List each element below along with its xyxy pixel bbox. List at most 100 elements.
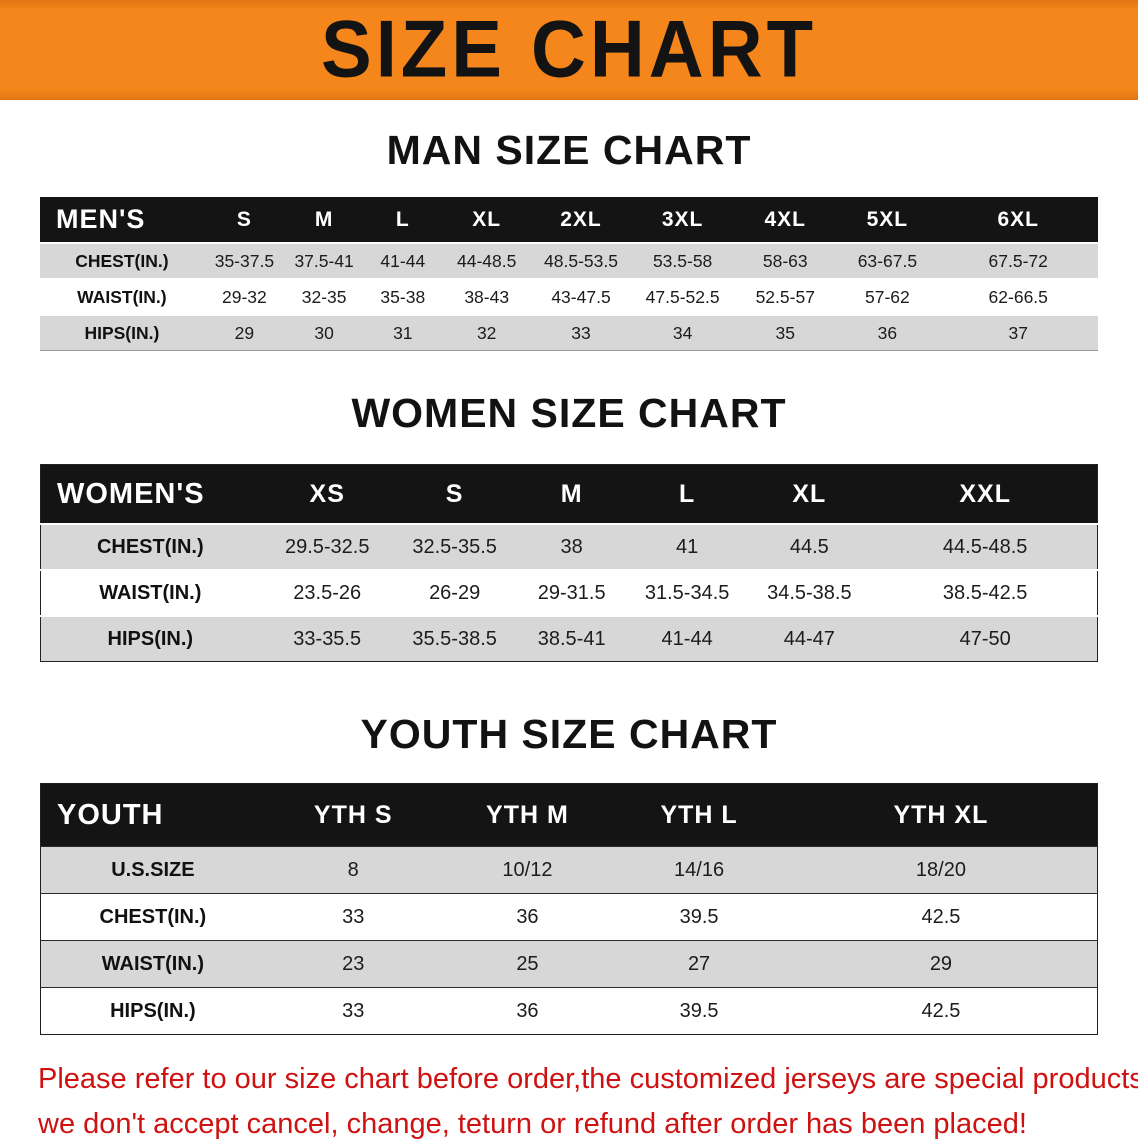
table-row: CHEST(IN.) 33 36 39.5 42.5 — [40, 893, 1098, 941]
table-row: WAIST(IN.) 23.5-26 26-29 29-31.5 31.5-34.5 34… — [40, 569, 1098, 616]
size-value-cell: 44.5-48.5 — [873, 523, 1098, 570]
size-column-header: 4XL — [734, 197, 837, 243]
size-value-cell: 36 — [836, 314, 939, 351]
size-column-header: S — [394, 464, 515, 524]
size-value-cell: 53.5-58 — [631, 242, 735, 279]
size-column-header: YTH L — [613, 783, 785, 847]
size-value-cell: 35-37.5 — [203, 242, 286, 279]
size-value-cell: 33 — [342, 905, 365, 928]
size-value-cell: 42.5 — [921, 999, 961, 1022]
size-column-header: 3XL — [631, 197, 735, 243]
size-value-cell: 29-31.5 — [514, 569, 629, 616]
size-value-cell: 32-35 — [285, 278, 364, 315]
table-row: WAIST(IN.) 29-32 32-35 35-38 38-43 43-47.5 47.… — [40, 278, 1098, 315]
size-value-cell: 23 — [342, 952, 365, 975]
size-table: WOMEN'S XS S M L XL XXL CHEST(IN.) 29.5-32.5 32.5… — [40, 464, 1098, 662]
disclaimer-line-2: we don't accept cancel, change, teturn o… — [38, 1107, 1027, 1140]
size-value-cell: 30 — [285, 314, 364, 351]
size-table: YOUTH YTH S YTH M YTH L YTH XL U.S.SIZE 8 10/12… — [40, 783, 1098, 1035]
table-header-row: WOMEN'S XS S M L XL XXL — [40, 464, 1098, 524]
table-row: HIPS(IN.) 33-35.5 35.5-38.5 38.5-41 41-44 44-… — [40, 615, 1098, 662]
row-label: CHEST(IN.) — [40, 242, 204, 279]
size-column-header: 6XL — [938, 197, 1098, 243]
size-value-cell: 14/16 — [674, 858, 725, 881]
size-value-cell: 31 — [363, 314, 443, 351]
size-value-cell: 34.5-38.5 — [745, 569, 874, 616]
size-value-cell: 36 — [516, 999, 539, 1022]
size-column-header: XL — [745, 464, 874, 524]
size-column-header: XS — [259, 464, 395, 524]
size-column-header: YTH M — [441, 783, 614, 847]
size-column-header: L — [363, 197, 443, 243]
row-label: HIPS(IN.) — [110, 999, 196, 1022]
size-value-cell: 37 — [938, 314, 1098, 351]
size-value-cell: 62-66.5 — [938, 278, 1098, 315]
size-column-header: 2XL — [530, 197, 632, 243]
table-row: HIPS(IN.) 29 30 31 32 33 34 35 36 37 — [40, 314, 1098, 351]
table-corner-label: WOMEN'S — [40, 464, 260, 524]
size-value-cell: 38 — [514, 523, 629, 570]
size-value-cell: 34 — [631, 314, 735, 351]
size-value-cell: 41 — [628, 523, 746, 570]
banner-title: SIZE CHART — [321, 4, 817, 95]
table-corner-label: MEN'S — [40, 197, 204, 243]
size-column-header: YTH S — [264, 783, 442, 847]
size-value-cell: 38.5-42.5 — [873, 569, 1098, 616]
table-header-row: MEN'S S M L XL 2XL 3XL 4XL 5XL 6XL — [40, 197, 1098, 243]
size-value-cell: 26-29 — [394, 569, 515, 616]
size-value-cell: 27 — [687, 952, 711, 975]
section-heading-women: WOMEN SIZE CHART — [351, 390, 787, 436]
size-value-cell: 52.5-57 — [734, 278, 837, 315]
size-value-cell: 43-47.5 — [530, 278, 632, 315]
size-value-cell: 47-50 — [873, 615, 1098, 662]
size-value-cell: 10/12 — [502, 858, 553, 881]
women-size-table: WOMEN'S XS S M L XL XXL CHEST(IN.) 29.5-32.5 32.5… — [40, 464, 1098, 662]
section-heading-youth: YOUTH SIZE CHART — [360, 711, 778, 757]
size-value-cell: 31.5-34.5 — [628, 569, 746, 616]
row-label: HIPS(IN.) — [40, 615, 260, 662]
size-value-cell: 44.5 — [745, 523, 874, 570]
size-value-cell: 23.5-26 — [259, 569, 395, 616]
size-value-cell: 44-47 — [745, 615, 874, 662]
size-value-cell: 35 — [734, 314, 837, 351]
row-label: WAIST(IN.) — [40, 569, 260, 616]
row-label: U.S.SIZE — [111, 858, 195, 881]
row-label: CHEST(IN.) — [40, 523, 260, 570]
size-value-cell: 25 — [516, 952, 539, 975]
table-header-row: YOUTH YTH S YTH M YTH L YTH XL — [40, 783, 1098, 847]
size-column-header: XXL — [873, 464, 1098, 524]
table-row: U.S.SIZE 8 10/12 14/16 18/20 — [40, 846, 1098, 894]
size-value-cell: 35-38 — [363, 278, 443, 315]
row-label: WAIST(IN.) — [40, 278, 204, 315]
size-value-cell: 29.5-32.5 — [259, 523, 395, 570]
size-column-header: XL — [442, 197, 531, 243]
size-column-header: 5XL — [836, 197, 939, 243]
size-value-cell: 44-48.5 — [442, 242, 531, 279]
disclaimer-note: Please refer to our size chart before or… — [38, 1057, 1138, 1147]
size-value-cell: 29-32 — [203, 278, 286, 315]
men-size-table: MEN'S S M L XL 2XL 3XL 4XL 5XL 6XL CHEST(IN.) 35-37… — [40, 197, 1098, 351]
size-column-header: YTH XL — [784, 783, 1098, 847]
row-label: CHEST(IN.) — [99, 905, 207, 928]
size-value-cell: 48.5-53.5 — [530, 242, 632, 279]
row-label: WAIST(IN.) — [101, 952, 204, 975]
table-row: HIPS(IN.) 33 36 39.5 42.5 — [40, 987, 1098, 1035]
size-table: MEN'S S M L XL 2XL 3XL 4XL 5XL 6XL CHEST(IN.) 35-37… — [40, 197, 1098, 351]
size-value-cell: 33 — [342, 999, 365, 1022]
size-value-cell: 63-67.5 — [836, 242, 939, 279]
table-corner-label: YOUTH — [40, 783, 265, 847]
size-value-cell: 38.5-41 — [514, 615, 629, 662]
size-value-cell: 42.5 — [921, 905, 961, 928]
size-value-cell: 36 — [516, 905, 539, 928]
size-value-cell: 67.5-72 — [938, 242, 1098, 279]
size-value-cell: 38-43 — [442, 278, 531, 315]
size-value-cell: 39.5 — [679, 999, 719, 1022]
size-column-header: M — [285, 197, 364, 243]
size-column-header: M — [514, 464, 629, 524]
table-row: WAIST(IN.) 23 25 27 29 — [40, 940, 1098, 988]
size-value-cell: 33 — [530, 314, 632, 351]
banner: SIZE CHART — [0, 0, 1138, 100]
size-value-cell: 8 — [347, 858, 359, 881]
size-value-cell: 33-35.5 — [259, 615, 395, 662]
size-value-cell: 32.5-35.5 — [394, 523, 515, 570]
